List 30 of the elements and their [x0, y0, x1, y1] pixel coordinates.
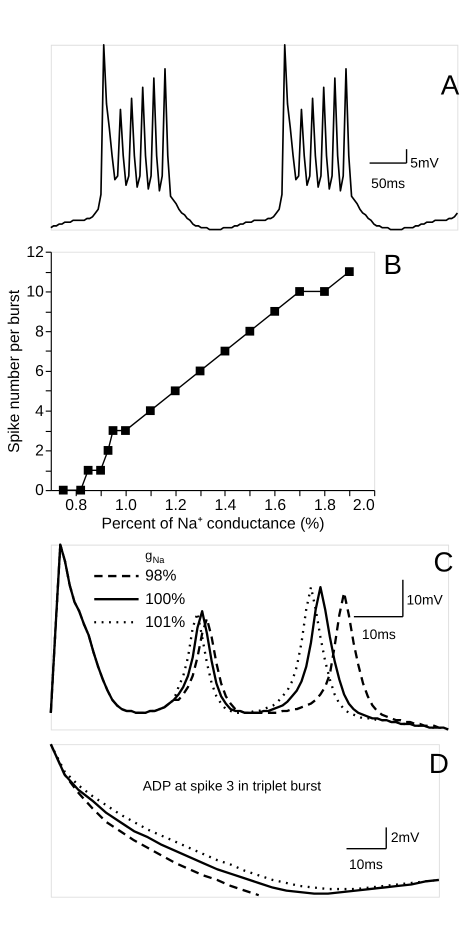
y-tick-label: 8	[35, 323, 44, 340]
y-tick-label: 12	[26, 244, 44, 261]
annotation: 10ms	[348, 856, 383, 872]
y-tick-label: 0	[35, 482, 44, 500]
x-tick-label: 1.6	[264, 497, 286, 514]
y-tick-label: 6	[35, 363, 44, 380]
x-tick-label: 1.2	[164, 497, 187, 514]
x-tick-label: 1.4	[214, 497, 237, 514]
annotation: C	[434, 546, 454, 578]
y-tick-label: 10	[26, 284, 44, 301]
x-tick-label: 2.0	[352, 497, 375, 514]
annotation: D	[428, 748, 449, 779]
y-tick-label: 2	[35, 442, 44, 460]
x-tick-label: 1.0	[115, 497, 138, 514]
annotation: 50ms	[371, 174, 406, 191]
annotation: ADP at spike 3 in triplet burst	[142, 777, 322, 794]
legend-label: 100%	[145, 590, 186, 608]
annotation: 10mV	[406, 592, 444, 608]
legend-label: 101%	[145, 614, 186, 631]
annotation: 5mV	[410, 154, 440, 171]
x-tick-label: 1.8	[314, 497, 336, 514]
x-axis-title: Percent of Na⁺ conductance (%)	[101, 515, 324, 532]
text: B	[383, 248, 402, 280]
legend-label: 98%	[145, 568, 177, 585]
annotation: 10ms	[362, 626, 396, 642]
annotation: 2mV	[390, 829, 420, 846]
y-tick-label: 4	[35, 402, 44, 420]
x-tick-label: 0.8	[65, 497, 88, 514]
annotation: A	[440, 70, 460, 101]
y-axis-title: Spike number per burst	[6, 289, 24, 453]
